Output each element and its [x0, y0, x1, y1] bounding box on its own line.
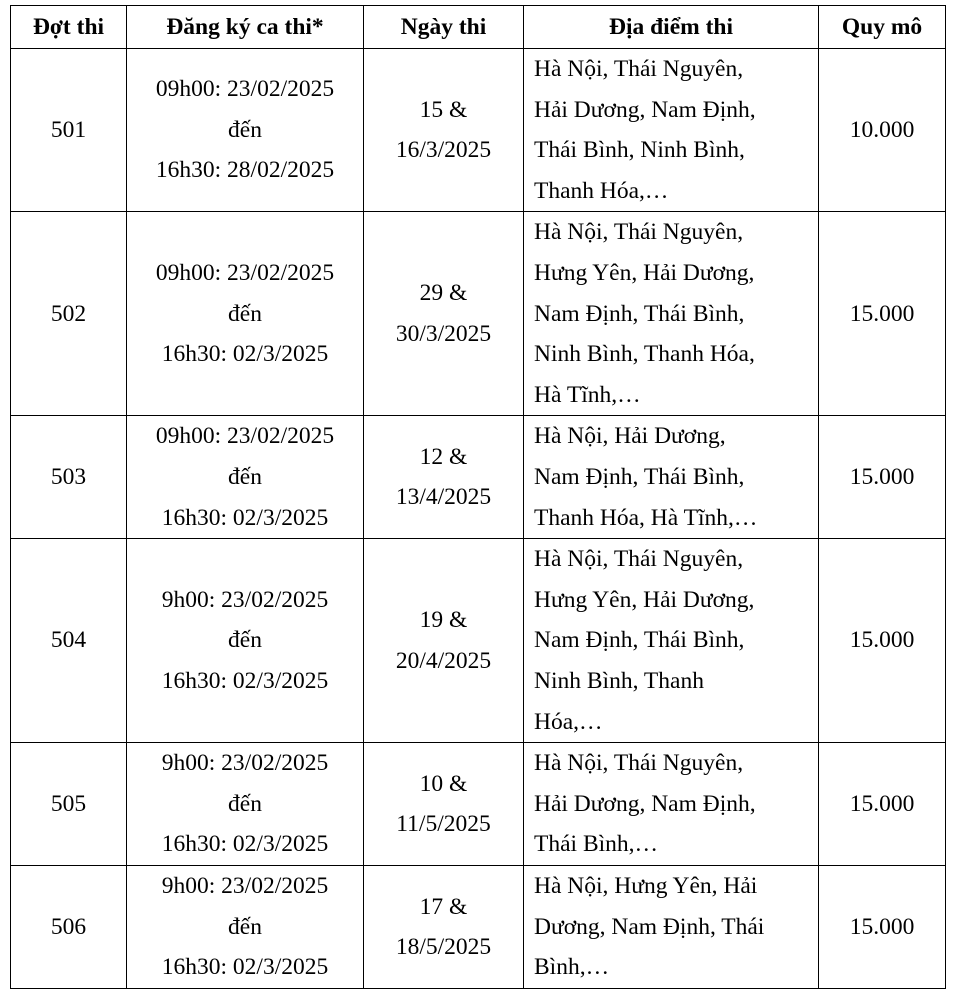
cell-dang-ky-line: 16h30: 02/3/2025: [161, 831, 329, 858]
cell-dia-diem: Hà Nội, Thái Nguyên, Hưng Yên, Hải Dương,…: [523, 538, 819, 744]
cell-dang-ky-line: 9h00: 23/02/2025: [161, 873, 329, 900]
header-quy-mo: Quy mô: [818, 5, 946, 49]
cell-dia-diem: Hà Nội, Thái Nguyên, Hưng Yên, Hải Dương,…: [523, 211, 819, 417]
cell-dang-ky: 09h00: 23/02/2025 đến 16h30: 02/3/2025: [126, 415, 364, 540]
cell-dang-ky-line: 09h00: 23/02/2025: [155, 423, 335, 450]
table-row: 503 09h00: 23/02/2025 đến 16h30: 02/3/2025 1…: [10, 415, 946, 540]
table-row: 505 9h00: 23/02/2025 đến 16h30: 02/3/2025 10…: [10, 742, 946, 867]
cell-dang-ky-line: 16h30: 02/3/2025: [161, 667, 329, 694]
cell-dia-diem: Hà Nội, Hải Dương, Nam Định, Thái Bình, Th…: [523, 415, 819, 540]
cell-ngay-thi: 15 & 16/3/2025: [363, 47, 524, 213]
header-dang-ky: Đăng ký ca thi*: [126, 5, 364, 49]
cell-dang-ky-line: đến: [228, 116, 262, 143]
cell-dang-ky-line: 9h00: 23/02/2025: [161, 586, 329, 613]
cell-dia-diem-line: Thanh Hóa,…: [534, 177, 669, 204]
cell-dia-diem-line: Hà Nội, Hưng Yên, Hải: [534, 873, 758, 900]
header-dia-diem: Địa điểm thi: [523, 5, 819, 49]
cell-dia-diem-line: Nam Định, Thái Bình,: [534, 300, 745, 327]
table-row: 501 09h00: 23/02/2025 đến 16h30: 28/02/2025…: [10, 47, 946, 213]
cell-dang-ky: 09h00: 23/02/2025 đến 16h30: 02/3/2025: [126, 211, 364, 417]
cell-dia-diem-line: Hà Nội, Thái Nguyên,: [534, 750, 744, 777]
table-row: 502 09h00: 23/02/2025 đến 16h30: 02/3/2025 2…: [10, 211, 946, 417]
cell-dang-ky-line: 9h00: 23/02/2025: [161, 750, 329, 777]
cell-quy-mo: 15.000: [818, 415, 946, 540]
cell-dot-thi: 505: [10, 742, 127, 867]
cell-dang-ky: 9h00: 23/02/2025 đến 16h30: 02/3/2025: [126, 538, 364, 744]
cell-dang-ky: 09h00: 23/02/2025 đến 16h30: 28/02/2025: [126, 47, 364, 213]
cell-ngay-thi-line: 10 &: [419, 770, 468, 797]
cell-quy-mo: 15.000: [818, 865, 946, 990]
cell-ngay-thi-line: 29 &: [419, 280, 468, 307]
cell-dang-ky-line: 16h30: 02/3/2025: [161, 954, 329, 981]
cell-dia-diem-line: Ninh Bình, Thanh: [534, 667, 704, 694]
cell-dia-diem-line: Thái Bình,…: [534, 831, 659, 858]
cell-dang-ky-line: đến: [228, 790, 262, 817]
cell-quy-mo: 15.000: [818, 211, 946, 417]
cell-dia-diem-line: Hưng Yên, Hải Dương,: [534, 259, 755, 286]
exam-schedule-table: Đợt thi Đăng ký ca thi* Ngày thi Địa điể…: [10, 5, 946, 990]
cell-dot-thi: 502: [10, 211, 127, 417]
cell-ngay-thi-line: 16/3/2025: [395, 137, 492, 164]
cell-quy-mo: 15.000: [818, 538, 946, 744]
cell-dot-thi: 501: [10, 47, 127, 213]
cell-dia-diem-line: Hà Nội, Thái Nguyên,: [534, 219, 744, 246]
cell-dia-diem-line: Bình,…: [534, 954, 610, 981]
header-ngay-thi: Ngày thi: [363, 5, 524, 49]
cell-dia-diem-line: Ninh Bình, Thanh Hóa,: [534, 341, 755, 368]
cell-ngay-thi: 29 & 30/3/2025: [363, 211, 524, 417]
cell-ngay-thi-line: 18/5/2025: [395, 934, 492, 961]
table-row: 504 9h00: 23/02/2025 đến 16h30: 02/3/2025 19…: [10, 538, 946, 744]
cell-dia-diem-line: Dương, Nam Định, Thái: [534, 913, 765, 940]
cell-dang-ky-line: 16h30: 02/3/2025: [161, 504, 329, 531]
cell-dot-thi: 506: [10, 865, 127, 990]
cell-ngay-thi-line: 20/4/2025: [395, 647, 492, 674]
cell-dia-diem-line: Hải Dương, Nam Định,: [534, 96, 756, 123]
cell-dia-diem-line: Nam Định, Thái Bình,: [534, 627, 745, 654]
cell-ngay-thi: 19 & 20/4/2025: [363, 538, 524, 744]
cell-dang-ky-line: 16h30: 28/02/2025: [155, 157, 335, 184]
cell-dia-diem-line: Thanh Hóa, Hà Tĩnh,…: [534, 504, 758, 531]
cell-ngay-thi: 12 & 13/4/2025: [363, 415, 524, 540]
cell-dia-diem-line: Hà Nội, Thái Nguyên,: [534, 546, 744, 573]
cell-dia-diem-line: Thái Bình, Ninh Bình,: [534, 137, 745, 164]
table-row: 506 9h00: 23/02/2025 đến 16h30: 02/3/2025 17…: [10, 865, 946, 990]
cell-dia-diem-line: Nam Định, Thái Bình,: [534, 463, 745, 490]
cell-ngay-thi-line: 13/4/2025: [395, 484, 492, 511]
cell-dang-ky-line: 16h30: 02/3/2025: [161, 341, 329, 368]
cell-dia-diem-line: Hà Nội, Hải Dương,: [534, 423, 726, 450]
cell-dang-ky: 9h00: 23/02/2025 đến 16h30: 02/3/2025: [126, 742, 364, 867]
cell-dia-diem: Hà Nội, Thái Nguyên, Hải Dương, Nam Định,…: [523, 742, 819, 867]
cell-dang-ky-line: đến: [228, 913, 262, 940]
cell-ngay-thi-line: 30/3/2025: [395, 320, 492, 347]
cell-dia-diem-line: Hóa,…: [534, 708, 603, 735]
cell-dang-ky-line: 09h00: 23/02/2025: [155, 259, 335, 286]
cell-ngay-thi-line: 12 &: [419, 443, 468, 470]
cell-ngay-thi-line: 19 &: [419, 607, 468, 634]
cell-dia-diem-line: Hải Dương, Nam Định,: [534, 790, 756, 817]
cell-dang-ky: 9h00: 23/02/2025 đến 16h30: 02/3/2025: [126, 865, 364, 990]
cell-ngay-thi: 10 & 11/5/2025: [363, 742, 524, 867]
cell-ngay-thi-line: 17 &: [419, 893, 468, 920]
cell-dang-ky-line: đến: [228, 463, 262, 490]
cell-dia-diem: Hà Nội, Thái Nguyên, Hải Dương, Nam Định,…: [523, 47, 819, 213]
cell-dang-ky-line: đến: [228, 300, 262, 327]
cell-quy-mo: 10.000: [818, 47, 946, 213]
cell-dia-diem-line: Hà Nội, Thái Nguyên,: [534, 56, 744, 82]
cell-dot-thi: 503: [10, 415, 127, 540]
cell-dia-diem-line: Hà Tĩnh,…: [534, 381, 641, 408]
cell-ngay-thi-line: 11/5/2025: [396, 811, 491, 838]
cell-dia-diem-line: Hưng Yên, Hải Dương,: [534, 586, 755, 613]
cell-dang-ky-line: 09h00: 23/02/2025: [155, 76, 335, 103]
cell-ngay-thi-line: 15 &: [419, 96, 468, 123]
cell-quy-mo: 15.000: [818, 742, 946, 867]
cell-dang-ky-line: đến: [228, 627, 262, 654]
cell-dia-diem: Hà Nội, Hưng Yên, Hải Dương, Nam Định, Th…: [523, 865, 819, 990]
header-row: Đợt thi Đăng ký ca thi* Ngày thi Địa điể…: [10, 5, 946, 49]
cell-dot-thi: 504: [10, 538, 127, 744]
header-dot-thi: Đợt thi: [10, 5, 127, 49]
cell-ngay-thi: 17 & 18/5/2025: [363, 865, 524, 990]
